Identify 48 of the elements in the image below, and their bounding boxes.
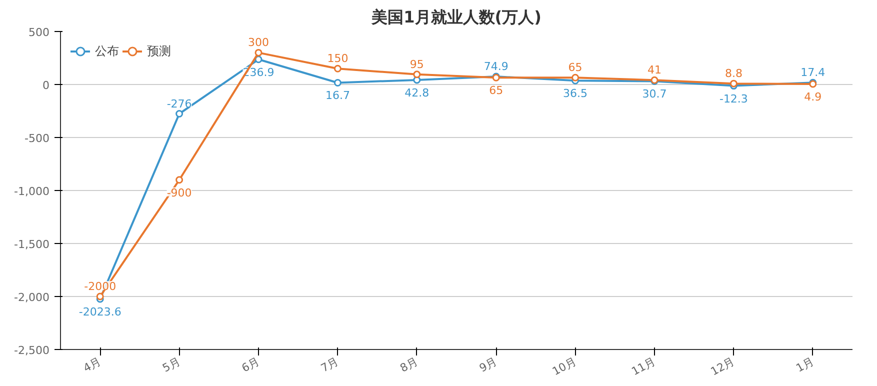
- data-label: 17.4: [800, 66, 826, 80]
- x-tick-label: 5月: [160, 354, 182, 375]
- point: [254, 48, 262, 56]
- legend-label: 预测: [147, 42, 171, 60]
- point: [176, 176, 184, 184]
- y-tick-label: 500: [28, 26, 50, 39]
- data-label: 95: [410, 58, 424, 71]
- point: [334, 64, 342, 72]
- y-tick-label: -500: [24, 132, 50, 145]
- chart-title: 美国1月就业人数(万人): [370, 8, 542, 26]
- data-label: 30.7: [642, 88, 667, 101]
- x-tick-label: 4月: [81, 354, 104, 375]
- point: [96, 292, 104, 300]
- data-label: 41: [648, 64, 662, 77]
- x-tick-label: 7月: [318, 354, 341, 375]
- point: [572, 74, 580, 82]
- data-label: -276: [166, 97, 192, 110]
- data-label: 74.9: [484, 60, 508, 74]
- data-label: -2023.6: [78, 306, 122, 318]
- data-label: -12.3: [719, 92, 748, 106]
- x-tick-label: 6月: [240, 354, 262, 375]
- x-tick-label: 11月: [629, 354, 658, 378]
- point: [176, 110, 184, 118]
- data-label: -900: [166, 186, 192, 200]
- data-label: 42.8: [404, 86, 430, 100]
- point: [413, 70, 421, 78]
- data-label: 8.8: [724, 67, 742, 80]
- x-tick-label: 12月: [708, 354, 737, 378]
- data-label: 150: [327, 52, 348, 66]
- legend-label: 公布: [95, 42, 119, 60]
- data-label: -2000: [84, 280, 116, 293]
- x-tick-label: 8月: [398, 354, 420, 375]
- point: [334, 78, 342, 86]
- x-tick-label: 9月: [477, 354, 500, 375]
- y-tick-label: -2,000: [14, 291, 50, 304]
- y-tick-label: -1,500: [14, 238, 50, 251]
- data-label: 300: [248, 36, 269, 50]
- y-tick-label: -2,500: [14, 344, 50, 357]
- data-label: 16.7: [325, 89, 350, 102]
- x-tick-label: 10月: [550, 354, 578, 378]
- data-label: 65: [489, 84, 504, 98]
- y-tick-label: 0: [42, 79, 50, 92]
- point: [730, 80, 738, 88]
- x-tick-label: 1月: [794, 354, 816, 375]
- data-label: 65: [568, 61, 582, 74]
- data-label: 4.9: [804, 90, 822, 104]
- y-tick-label: -1,000: [14, 185, 50, 198]
- data-label: 36.5: [563, 87, 588, 100]
